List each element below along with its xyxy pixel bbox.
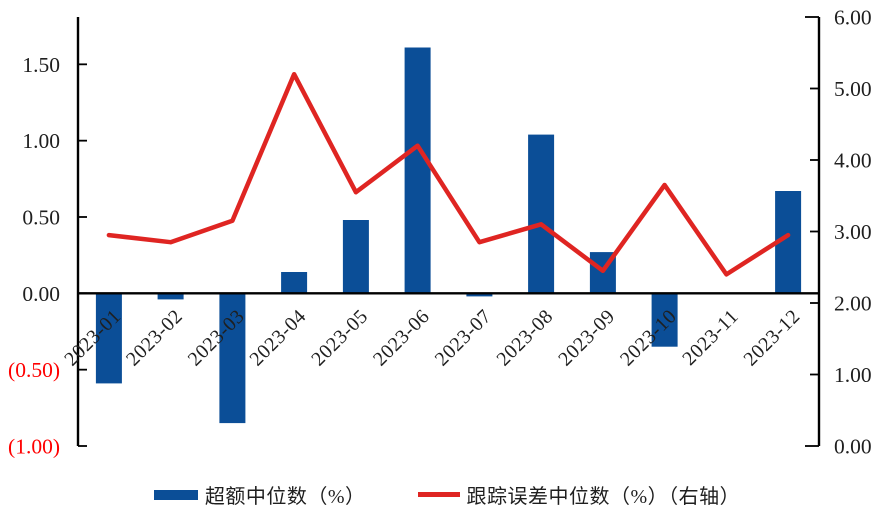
- bar: [528, 134, 555, 294]
- bar: [281, 272, 308, 294]
- right-tick-label: 3.00: [834, 220, 872, 244]
- legend: 超额中位数（%） 跟踪误差中位数（%）（右轴）: [0, 480, 894, 509]
- bar: [404, 47, 431, 294]
- bar: [651, 293, 678, 347]
- left-tick-label: 0.50: [22, 206, 60, 230]
- legend-item-bar-series: 超额中位数（%）: [153, 480, 366, 509]
- left-axis-ticks: 1.50 1.00 0.50 0.00 (0.50) (1.00): [8, 53, 87, 459]
- right-tick-label: 0.00: [834, 435, 872, 459]
- line-series-label: 跟踪误差中位数（%）（右轴）: [466, 486, 741, 508]
- x-axis-label: 2023-08: [492, 305, 557, 370]
- left-tick-label: (0.50): [8, 358, 60, 382]
- right-axis-ticks: 6.00 5.00 4.00 3.00 2.00 1.00 0.00: [805, 6, 872, 459]
- legend-item-line-series: 跟踪误差中位数（%）（右轴）: [417, 480, 741, 509]
- bar: [342, 220, 369, 294]
- right-tick-label: 2.00: [834, 292, 872, 316]
- x-axis-label: 2023-06: [369, 305, 434, 370]
- x-axis-label: 2023-09: [554, 305, 619, 370]
- right-tick-label: 5.00: [834, 77, 872, 101]
- right-tick-label: 1.00: [834, 363, 872, 387]
- left-tick-label: 1.50: [22, 53, 60, 77]
- bar: [219, 293, 246, 424]
- left-tick-label: (1.00): [8, 435, 60, 459]
- x-axis-label: 2023-05: [307, 305, 372, 370]
- left-tick-label: 1.00: [22, 129, 60, 153]
- x-axis-label: 2023-04: [245, 305, 310, 370]
- x-axis-label: 2023-07: [431, 305, 496, 370]
- left-tick-label: 0.00: [22, 282, 60, 306]
- bar-series: [95, 47, 802, 424]
- right-tick-label: 4.00: [834, 149, 872, 173]
- bar: [95, 293, 122, 384]
- line-series: [106, 71, 791, 277]
- bar-series-label: 超额中位数（%）: [204, 486, 366, 508]
- x-axis-labels: 2023-012023-022023-032023-042023-052023-…: [60, 305, 804, 370]
- bar: [466, 293, 493, 297]
- right-tick-label: 6.00: [834, 6, 872, 30]
- x-axis-label: 2023-11: [678, 305, 743, 370]
- bar-series-swatch: [153, 489, 198, 500]
- bar: [157, 293, 184, 300]
- x-axis-label: 2023-12: [739, 305, 804, 370]
- line-series-swatch: [417, 492, 460, 497]
- x-axis-label: 2023-02: [122, 305, 187, 370]
